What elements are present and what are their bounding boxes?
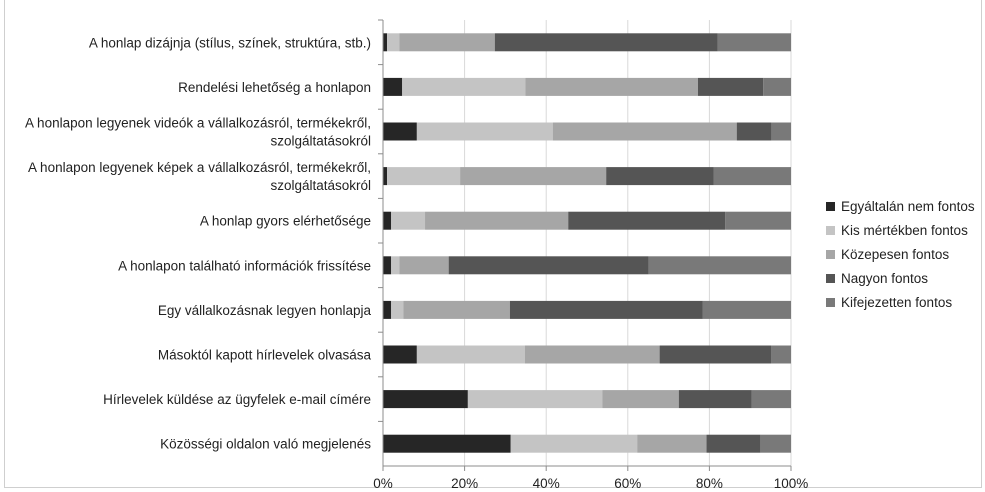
bar-segment	[510, 434, 638, 453]
bar-segment	[697, 77, 764, 96]
bar-segment	[383, 390, 468, 409]
bar-segment	[383, 211, 392, 230]
bar-segment	[659, 345, 772, 364]
bar-segment	[771, 122, 791, 141]
bar-segment	[717, 33, 791, 52]
bar-segment	[467, 390, 603, 409]
category-label: Közösségi oldalon való megjelenés	[160, 437, 371, 452]
bar-segment	[391, 211, 426, 230]
legend-label: Nagyon fontos	[841, 271, 928, 286]
category-label: A honlap dizájnja (stílus, színek, struk…	[89, 35, 371, 50]
bar-segment	[387, 33, 400, 52]
axes	[378, 19, 792, 471]
category-label: Rendelési lehetőség a honlapon	[178, 80, 371, 95]
legend-swatch	[826, 250, 835, 259]
bar-segment	[399, 256, 449, 275]
bar-segment	[494, 33, 718, 52]
bar-segment	[678, 390, 752, 409]
bar-segment	[568, 211, 726, 230]
bar-segment	[702, 300, 791, 319]
bar-segment	[387, 167, 461, 186]
x-tick-label: 100%	[774, 476, 809, 491]
bar-segment	[736, 122, 772, 141]
legend-label: Egyáltalán nem fontos	[841, 199, 975, 214]
x-tick-label: 80%	[696, 476, 723, 491]
bar-segment	[713, 167, 791, 186]
bar-segment	[448, 256, 649, 275]
bar-segment	[383, 300, 392, 319]
bar-segment	[391, 300, 404, 319]
bar-segment	[760, 434, 791, 453]
category-label: Hírlevelek küldése az ügyfelek e-mail cí…	[103, 392, 371, 407]
legend-label: Közepesen fontos	[841, 247, 949, 262]
legend-label: Kifejezetten fontos	[841, 295, 952, 310]
category-label: Egy vállalkozásnak legyen honlapja	[158, 303, 372, 318]
bar-segment	[399, 33, 495, 52]
bar-segment	[751, 390, 791, 409]
bar-segment	[725, 211, 791, 230]
bar-segment	[402, 77, 526, 96]
category-label: A honlap gyors elérhetősége	[200, 214, 371, 229]
category-labels: A honlap dizájnja (stílus, színek, struk…	[25, 35, 371, 451]
bar-segment	[525, 77, 698, 96]
bar-segment	[383, 33, 388, 52]
category-label: szolgáltatásokról	[270, 134, 371, 149]
x-tick-label: 40%	[533, 476, 560, 491]
bar-segment	[383, 345, 417, 364]
bar-segment	[425, 211, 569, 230]
bar-segment	[460, 167, 607, 186]
category-label: Másoktól kapott hírlevelek olvasása	[158, 348, 372, 363]
bar-segment	[706, 434, 761, 453]
legend: Egyáltalán nem fontos Kis mértékben fonto…	[826, 199, 975, 310]
bar-segment	[637, 434, 707, 453]
x-tick-label: 0%	[373, 476, 393, 491]
category-label: A honlapon legyenek videók a vállalkozás…	[25, 116, 371, 131]
x-tick-label: 20%	[451, 476, 478, 491]
bar-segment	[383, 434, 511, 453]
bar-segment	[606, 167, 714, 186]
x-tick-label: 60%	[614, 476, 641, 491]
legend-swatch	[826, 202, 835, 211]
category-label: A honlapon legyenek képek a vállalkozásr…	[28, 160, 371, 175]
bar-segment	[416, 122, 553, 141]
bar-segment	[648, 256, 791, 275]
bar-segment	[403, 300, 510, 319]
bar-segment	[524, 345, 660, 364]
bar-segment	[383, 77, 403, 96]
legend-label: Kis mértékben fontos	[841, 223, 968, 238]
bar-segment	[383, 167, 388, 186]
bars	[383, 33, 791, 453]
legend-swatch	[826, 298, 835, 307]
bar-segment	[771, 345, 791, 364]
category-label: szolgáltatásokról	[270, 178, 371, 193]
bar-segment	[383, 256, 392, 275]
bar-segment	[763, 77, 791, 96]
bar-segment	[509, 300, 703, 319]
legend-swatch	[826, 226, 835, 235]
bar-segment	[416, 345, 525, 364]
bar-segment	[552, 122, 737, 141]
legend-swatch	[826, 274, 835, 283]
bar-segment	[391, 256, 400, 275]
x-axis-tick-labels: 0% 20% 40% 60% 80% 100%	[373, 476, 808, 491]
bar-segment	[602, 390, 679, 409]
bar-segment	[383, 122, 417, 141]
category-label: A honlapon található információk frissít…	[118, 258, 371, 273]
